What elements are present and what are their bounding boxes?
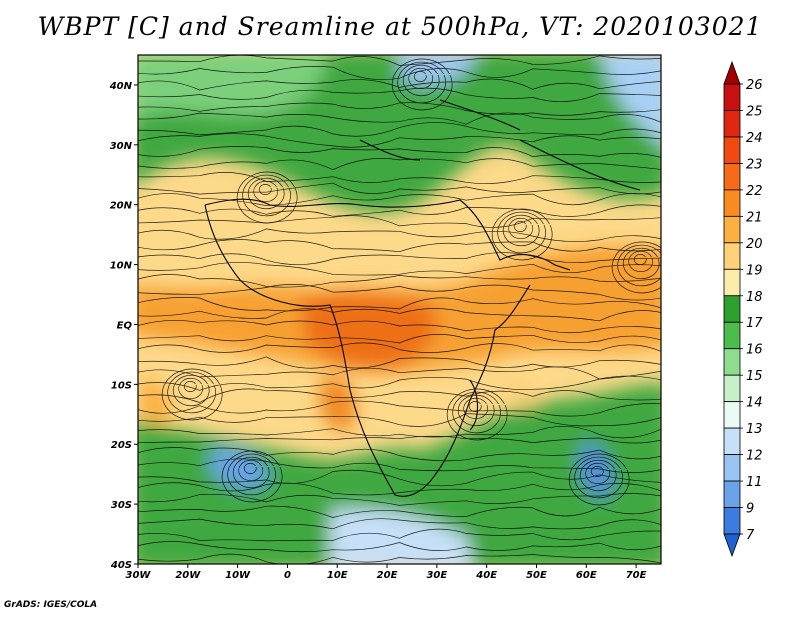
colorbar-label: 11	[746, 475, 763, 490]
colorbar-label: 21	[746, 210, 763, 225]
colorbar-segment	[723, 215, 741, 244]
colorbar-label: 17	[746, 316, 763, 331]
lon-tick-label: 10E	[327, 570, 348, 581]
lat-tick-label: 30S	[111, 500, 132, 511]
lon-tick-label: 0	[284, 570, 291, 581]
colorbar-label: 14	[746, 396, 763, 411]
colorbar-label: 12	[746, 449, 763, 464]
colorbar-label: 19	[746, 263, 763, 278]
colorbar-segment	[723, 427, 741, 455]
lat-tick-label: 10N	[110, 261, 133, 272]
map-frame	[137, 54, 662, 565]
colorbar-segment	[723, 163, 741, 191]
lon-tick-label: 20W	[175, 570, 201, 581]
lon-tick-label: 30E	[426, 570, 447, 581]
colorbar-bottom-arrow	[723, 533, 741, 558]
colorbar-segment	[723, 83, 741, 111]
colorbar-segment	[723, 507, 741, 535]
colorbar-label: 7	[746, 528, 755, 543]
map-title: WBPT [C] and Sreamline at 500hPa, VT: 20…	[37, 12, 763, 41]
colorbar-label: 13	[746, 422, 763, 437]
lon-tick-label: 20E	[377, 570, 398, 581]
longitude-axis: 30W 20W 10W 0 10E 20E 30E 40E 50E 60E 70E	[126, 564, 647, 581]
lat-tick-label: 10S	[111, 380, 132, 391]
colorbar-segment	[723, 374, 741, 403]
lat-tick-label: EQ	[117, 320, 133, 331]
colorbar-label: 9	[746, 502, 754, 517]
colorbar-segment	[723, 136, 741, 164]
lon-tick-label: 40E	[475, 570, 497, 581]
colorbar-label: 16	[746, 343, 763, 358]
coastlines	[204, 99, 641, 497]
lon-tick-label: 70E	[626, 570, 647, 581]
colorbar-segment	[723, 268, 741, 297]
colorbar-label: 25	[746, 104, 763, 119]
colorbar-label: 24	[746, 131, 763, 146]
lat-tick-label: 20S	[111, 440, 132, 451]
colorbar-top-arrow	[723, 60, 741, 85]
lon-tick-label: 10W	[225, 570, 251, 581]
wbpt-shading	[138, 55, 661, 564]
colorbar: 26 25 24 23 22 21 20 19 18 17 16 15 14 13 12 11 9 7	[723, 60, 763, 558]
lon-tick-label: 30W	[126, 570, 152, 581]
colorbar-label: 23	[746, 157, 763, 172]
streamlines	[138, 55, 661, 564]
colorbar-segment	[723, 348, 741, 376]
colorbar-label: 18	[746, 290, 763, 305]
colorbar-segment	[723, 454, 741, 482]
lon-tick-label: 50E	[526, 570, 547, 581]
colorbar-segment	[723, 321, 741, 350]
colorbar-label: 26	[746, 78, 763, 93]
lat-tick-label: 40N	[109, 81, 133, 92]
colorbar-segment	[723, 110, 741, 138]
lon-tick-label: 60E	[576, 570, 597, 581]
colorbar-segment	[723, 295, 741, 323]
colorbar-segment	[723, 242, 741, 270]
lat-tick-label: 20N	[110, 201, 133, 212]
latitude-axis: 40N 30N 20N 10N EQ 10S 20S 30S 40S	[109, 81, 138, 571]
lat-tick-label: 30N	[110, 141, 133, 152]
colorbar-segment	[723, 401, 741, 429]
colorbar-label: 22	[746, 184, 763, 199]
lat-tick-label: 40S	[110, 560, 132, 571]
colorbar-segment	[723, 480, 741, 508]
grads-credit: GrADS: IGES/COLA	[4, 600, 98, 610]
colorbar-label: 15	[746, 369, 763, 384]
colorbar-segment	[723, 189, 741, 217]
colorbar-label: 20	[746, 237, 763, 252]
